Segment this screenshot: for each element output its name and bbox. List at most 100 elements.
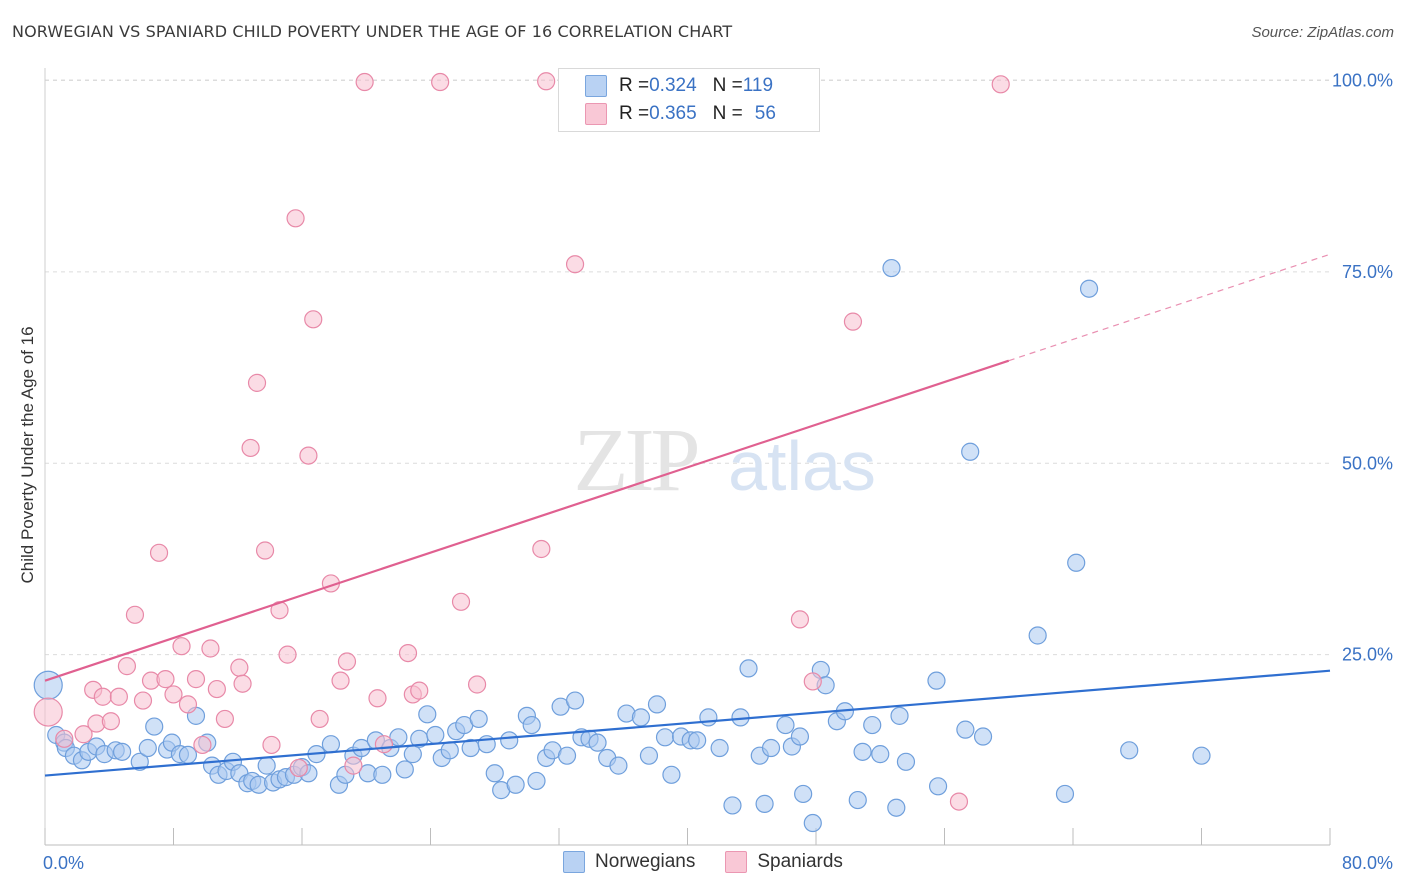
norwegian-point — [321, 735, 341, 754]
watermark-atlas: atlas — [728, 427, 876, 505]
legend-label-norwegians: Norwegians — [595, 851, 696, 872]
norwegian-trend-line — [44, 669, 1331, 777]
spaniard-point — [93, 687, 112, 706]
norwegian-point — [956, 720, 975, 739]
legend-r-value: 0.365 — [649, 103, 697, 124]
norwegian-point — [699, 708, 718, 727]
spaniard-point — [172, 637, 191, 656]
norwegian-point — [647, 695, 667, 714]
norwegian-point — [961, 442, 980, 461]
spaniard-point — [117, 657, 137, 676]
spaniard-point — [109, 687, 128, 706]
spaniard-point — [186, 670, 206, 689]
norwegian-point — [928, 777, 948, 796]
x-tick-label: 0.0% — [43, 853, 84, 873]
legend-row-norwegians: R = 0.324 N = 119 — [559, 72, 773, 100]
spaniard-swatch — [585, 103, 607, 125]
norwegian-point — [688, 731, 707, 750]
spaniard-point — [201, 639, 220, 658]
y-tick-label: 75.0% — [1342, 262, 1393, 282]
x-tick-label: 80.0% — [1342, 853, 1393, 873]
watermark: ZIP atlas — [574, 411, 876, 510]
norwegian-point — [1079, 279, 1099, 298]
spaniard-point — [233, 674, 252, 693]
norwegian-point — [973, 727, 993, 746]
spaniard-point — [55, 729, 74, 748]
legend-n-value: 56 — [754, 103, 776, 124]
spaniard-point — [949, 792, 969, 811]
legend-r-value: 0.324 — [649, 75, 697, 96]
spaniard-point — [193, 735, 212, 755]
trend-lines — [44, 253, 1331, 777]
norwegian-point — [723, 796, 742, 815]
spaniard-point — [299, 446, 318, 465]
spaniard-point — [125, 605, 145, 624]
spaniard-point — [331, 671, 350, 690]
norwegian-point — [500, 731, 519, 750]
norwegian-point — [257, 756, 276, 775]
spaniard-point — [262, 735, 281, 755]
spaniard-point — [410, 681, 429, 700]
norwegian-point — [557, 746, 577, 765]
norwegian-swatch — [563, 851, 586, 873]
legend-item-norwegians: Norwegians — [563, 851, 695, 873]
spaniard-point — [178, 695, 198, 714]
norwegian-point — [1055, 784, 1075, 804]
legend-n-value: 119 — [742, 75, 774, 96]
spaniard-swatch — [725, 851, 748, 873]
spaniard-point — [247, 373, 267, 392]
norwegian-point — [631, 708, 651, 727]
norwegian-point — [871, 745, 890, 764]
norwegian-point — [527, 771, 546, 791]
norwegian-point — [1028, 626, 1047, 645]
spaniard-point — [255, 541, 275, 560]
spaniard-points — [33, 72, 1010, 811]
norwegian-point — [887, 798, 906, 817]
spaniard-point — [843, 312, 863, 331]
norwegian-point — [178, 745, 198, 765]
norwegian-point — [395, 760, 414, 779]
norwegian-point — [138, 738, 157, 758]
spaniard-point — [33, 697, 63, 727]
spaniard-point — [991, 75, 1010, 94]
norwegian-point — [848, 790, 867, 810]
norwegian-point — [790, 727, 810, 746]
spaniard-point — [310, 709, 329, 729]
spaniard-point — [467, 675, 487, 694]
norwegian-point — [927, 671, 946, 690]
norwegian-point — [565, 691, 585, 710]
norwegian-swatch — [585, 75, 607, 97]
source-label: Source: ZipAtlas.com — [1251, 24, 1394, 41]
spaniard-point — [241, 438, 260, 458]
norwegian-point — [710, 738, 729, 758]
norwegian-point — [145, 717, 164, 736]
spaniard-point — [207, 679, 226, 699]
legend-r-label: R = — [619, 75, 650, 96]
norwegian-point — [403, 745, 422, 764]
norwegian-point — [896, 752, 916, 771]
y-axis-label: Child Poverty Under the Age of 16 — [18, 326, 37, 584]
spaniard-point — [337, 652, 357, 671]
spaniard-point — [344, 756, 363, 775]
spaniard-point — [74, 725, 93, 744]
grid — [45, 79, 1330, 656]
norwegian-point — [890, 706, 909, 725]
norwegian-point — [803, 813, 822, 833]
legend-n-label: N = — [712, 75, 743, 96]
spaniard-point — [133, 691, 153, 710]
norwegian-point — [1120, 741, 1139, 760]
norwegian-point — [662, 765, 681, 784]
norwegian-point — [418, 705, 437, 724]
spaniard-point — [278, 645, 297, 664]
spaniard-point — [289, 758, 308, 778]
spaniard-point — [431, 72, 450, 92]
spaniard-point — [398, 643, 418, 663]
spaniard-point — [451, 592, 471, 611]
norwegian-point — [853, 742, 872, 761]
norwegian-point — [485, 764, 504, 783]
norwegian-point — [373, 765, 392, 784]
norwegian-point — [506, 775, 525, 794]
legend-item-spaniards: Spaniards — [725, 851, 843, 873]
y-tick-label: 50.0% — [1342, 453, 1393, 473]
